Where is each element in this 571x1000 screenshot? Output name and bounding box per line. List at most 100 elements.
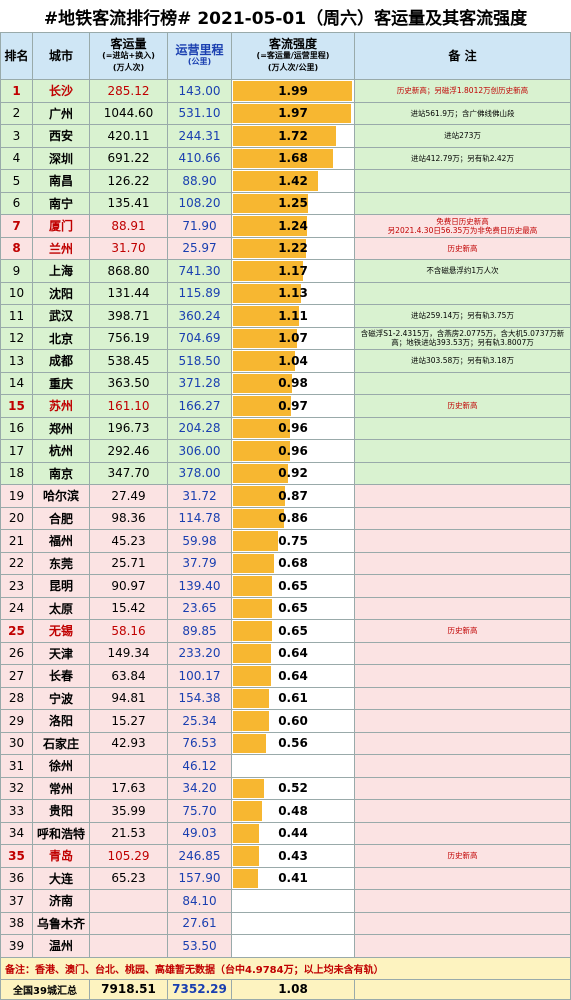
intensity-bar xyxy=(233,778,265,798)
header-text: 运营里程 xyxy=(175,43,224,57)
cell: 756.19 xyxy=(90,327,168,350)
cell: 115.89 xyxy=(168,282,232,305)
cell: 25.71 xyxy=(90,552,168,575)
cell: 15 xyxy=(0,395,33,418)
intensity-value: 1.42 xyxy=(278,173,308,188)
header-text: (万人次) xyxy=(112,63,145,72)
intensity-value: 0.64 xyxy=(278,646,308,661)
cell: 691.22 xyxy=(90,147,168,170)
cell: 1.22 xyxy=(232,237,355,260)
summary-cell: 全国39城汇总 xyxy=(0,979,90,1000)
cell xyxy=(355,732,571,755)
cell: 0.98 xyxy=(232,372,355,395)
cell xyxy=(232,755,355,778)
cell: 105.29 xyxy=(90,845,168,868)
cell: 15.27 xyxy=(90,710,168,733)
intensity-value: 0.60 xyxy=(278,713,308,728)
cell: 108.20 xyxy=(168,192,232,215)
intensity-value: 1.72 xyxy=(278,128,308,143)
cell: 9 xyxy=(0,260,33,283)
cell: 518.50 xyxy=(168,350,232,373)
cell: 59.98 xyxy=(168,530,232,553)
footnote: 备注：香港、澳门、台北、桃园、高雄暂无数据（台中4.9784万；以上均未含有轨） xyxy=(0,957,571,980)
cell xyxy=(355,800,571,823)
intensity-value: 0.75 xyxy=(278,533,308,548)
cell: 114.78 xyxy=(168,507,232,530)
header-cell: 排名 xyxy=(0,32,33,80)
header-text: (万人次/公里) xyxy=(267,63,319,72)
header-cell: 客流强度 (=客运量/运营里程) (万人次/公里) xyxy=(232,32,355,80)
cell: 洛阳 xyxy=(33,710,90,733)
intensity-value: 1.24 xyxy=(278,218,308,233)
cell: 宁波 xyxy=(33,687,90,710)
cell: 兰州 xyxy=(33,237,90,260)
cell: 23.65 xyxy=(168,597,232,620)
cell: 苏州 xyxy=(33,395,90,418)
cell: 沈阳 xyxy=(33,282,90,305)
cell: 233.20 xyxy=(168,642,232,665)
cell: 28 xyxy=(0,687,33,710)
cell: 34.20 xyxy=(168,777,232,800)
intensity-value: 1.68 xyxy=(278,151,308,166)
cell: 1.97 xyxy=(232,102,355,125)
cell: 免费日历史新高 另2021.4.30日56.35万为非免费日历史最高 xyxy=(355,215,571,238)
cell xyxy=(355,935,571,958)
intensity-value: 0.56 xyxy=(278,736,308,751)
cell: 青岛 xyxy=(33,845,90,868)
cell: 868.80 xyxy=(90,260,168,283)
cell: 1.25 xyxy=(232,192,355,215)
cell: 23 xyxy=(0,575,33,598)
cell: 166.27 xyxy=(168,395,232,418)
cell: 无锡 xyxy=(33,620,90,643)
cell xyxy=(90,935,168,958)
intensity-bar xyxy=(233,576,272,596)
cell xyxy=(355,485,571,508)
cell xyxy=(355,777,571,800)
cell: 20 xyxy=(0,507,33,530)
cell: 深圳 xyxy=(33,147,90,170)
cell: 重庆 xyxy=(33,372,90,395)
cell: 17 xyxy=(0,440,33,463)
intensity-value: 1.04 xyxy=(278,353,308,368)
intensity-bar xyxy=(233,171,318,191)
cell: 26 xyxy=(0,642,33,665)
intensity-value: 0.65 xyxy=(278,623,308,638)
intensity-value: 0.65 xyxy=(278,578,308,593)
intensity-value: 1.13 xyxy=(278,286,308,301)
cell: 0.68 xyxy=(232,552,355,575)
header-text: 客流强度 xyxy=(268,37,317,51)
cell: 不含磁悬浮约1万人次 xyxy=(355,260,571,283)
intensity-bar xyxy=(233,396,291,416)
intensity-value: 0.98 xyxy=(278,376,308,391)
cell: 161.10 xyxy=(90,395,168,418)
cell: 14 xyxy=(0,372,33,395)
cell: 13 xyxy=(0,350,33,373)
cell: 36 xyxy=(0,867,33,890)
intensity-bar xyxy=(233,846,259,866)
cell xyxy=(355,867,571,890)
cell xyxy=(355,890,571,913)
intensity-bar xyxy=(233,418,291,438)
cell: 244.31 xyxy=(168,125,232,148)
cell: 上海 xyxy=(33,260,90,283)
cell: 306.00 xyxy=(168,440,232,463)
cell: 大连 xyxy=(33,867,90,890)
cell xyxy=(355,642,571,665)
cell: 0.52 xyxy=(232,777,355,800)
intensity-value: 1.97 xyxy=(278,106,308,121)
intensity-value: 0.43 xyxy=(278,848,308,863)
header-text: (公里) xyxy=(187,57,212,66)
header-cell: 客运量 (=进站+换入) (万人次) xyxy=(90,32,168,80)
cell: 347.70 xyxy=(90,462,168,485)
cell: 历史新高；另磁浮1.8012万创历史新高 xyxy=(355,80,571,103)
cell: 76.53 xyxy=(168,732,232,755)
cell: 武汉 xyxy=(33,305,90,328)
intensity-value: 0.97 xyxy=(278,398,308,413)
cell: 35.99 xyxy=(90,800,168,823)
cell: 531.10 xyxy=(168,102,232,125)
cell: 704.69 xyxy=(168,327,232,350)
cell: 北京 xyxy=(33,327,90,350)
intensity-value: 0.96 xyxy=(278,421,308,436)
cell: 49.03 xyxy=(168,822,232,845)
cell: 204.28 xyxy=(168,417,232,440)
